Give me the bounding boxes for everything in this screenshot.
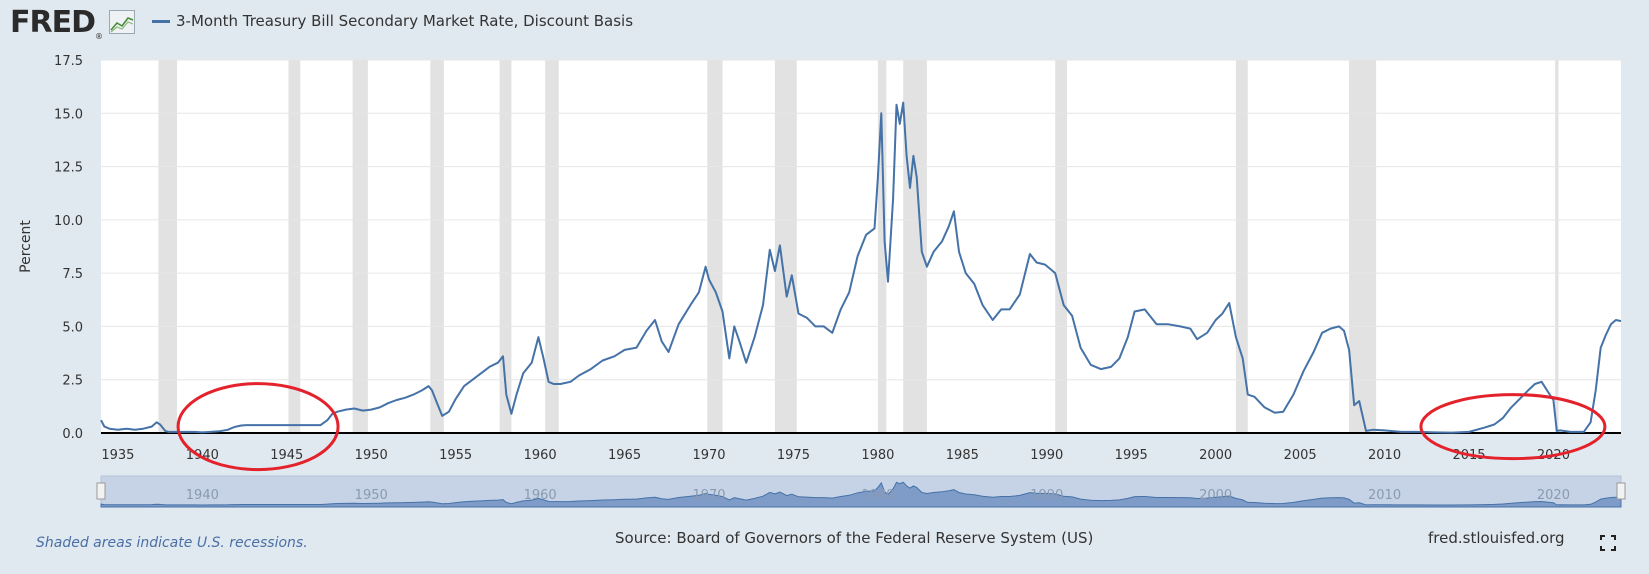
navigator-label: 1960: [524, 488, 557, 503]
x-tick-label: 2010: [1368, 448, 1401, 463]
recession-band: [1349, 60, 1377, 433]
navigator-label: 1980: [861, 488, 894, 503]
x-tick-label: 1965: [608, 448, 641, 463]
x-tick-label: 1980: [861, 448, 894, 463]
recession-band: [158, 60, 177, 433]
navigator-label: 1990: [1030, 488, 1063, 503]
y-tick-label: 15.0: [54, 107, 83, 122]
y-tick-label: 7.5: [62, 267, 83, 282]
y-tick-label: 10.0: [54, 214, 83, 229]
x-tick-label: 1950: [355, 448, 388, 463]
recession-band: [774, 60, 797, 433]
navigator-label: 2000: [1199, 488, 1232, 503]
fullscreen-icon[interactable]: [1600, 535, 1616, 555]
recession-band: [499, 60, 512, 433]
annotation-ellipse: [1419, 393, 1607, 461]
line-chart-icon: [109, 10, 135, 38]
line-chart[interactable]: 0.0 2.5 5.0 7.5 10.0 12.5 15.0 17.5 1935 1940 1945…: [0, 0, 1649, 520]
navigator-label: 1940: [186, 488, 219, 503]
x-tick-label: 1975: [777, 448, 810, 463]
navigator-label: 2010: [1368, 488, 1401, 503]
x-tick-label: 1960: [524, 448, 557, 463]
y-tick-label: 5.0: [62, 320, 83, 335]
x-tick-label: 1955: [439, 448, 472, 463]
annotation-ellipse: [176, 382, 340, 472]
x-tick-label: 1970: [692, 448, 725, 463]
x-tick-label: 2005: [1284, 448, 1317, 463]
chart-legend[interactable]: 3-Month Treasury Bill Secondary Market R…: [152, 12, 633, 30]
x-tick-label: 1935: [101, 448, 134, 463]
recession-band: [352, 60, 368, 433]
series-line: [100, 101, 1622, 434]
y-tick-label: 0.0: [62, 427, 83, 442]
site-link[interactable]: fred.stlouisfed.org: [1428, 529, 1565, 547]
recession-band: [1555, 60, 1559, 433]
logo-registered-mark: ®: [95, 32, 103, 41]
y-tick-label: 12.5: [54, 161, 83, 176]
recession-band: [545, 60, 559, 433]
y-tick-label: 17.5: [54, 54, 83, 69]
x-tick-label: 1985: [946, 448, 979, 463]
legend-swatch: [152, 19, 170, 23]
navigator-handle[interactable]: [96, 482, 106, 500]
navigator-label: 1970: [692, 488, 725, 503]
x-tick-label: 2000: [1199, 448, 1232, 463]
x-tick-label: 1945: [270, 448, 303, 463]
navigator-label: 2020: [1537, 488, 1570, 503]
navigator-label: 1950: [355, 488, 388, 503]
legend-label: 3-Month Treasury Bill Secondary Market R…: [176, 12, 634, 30]
recession-band: [1055, 60, 1068, 433]
recession-band: [430, 60, 444, 433]
recession-band: [877, 60, 887, 433]
recession-band: [288, 60, 301, 433]
recession-band: [903, 60, 927, 433]
x-tick-label: 1995: [1115, 448, 1148, 463]
navigator-series: [100, 481, 1622, 508]
x-tick-label: 1990: [1030, 448, 1063, 463]
logo-text: FRED: [10, 5, 96, 40]
recession-band: [707, 60, 723, 433]
y-tick-label: 2.5: [62, 374, 83, 389]
recession-band: [1235, 60, 1248, 433]
source-text: Source: Board of Governors of the Federa…: [615, 529, 1094, 547]
navigator-handle[interactable]: [1616, 482, 1626, 500]
recession-note: Shaded areas indicate U.S. recessions.: [36, 535, 308, 551]
fred-logo[interactable]: FRED ®: [10, 6, 135, 41]
y-axis-label: Percent: [18, 220, 34, 273]
